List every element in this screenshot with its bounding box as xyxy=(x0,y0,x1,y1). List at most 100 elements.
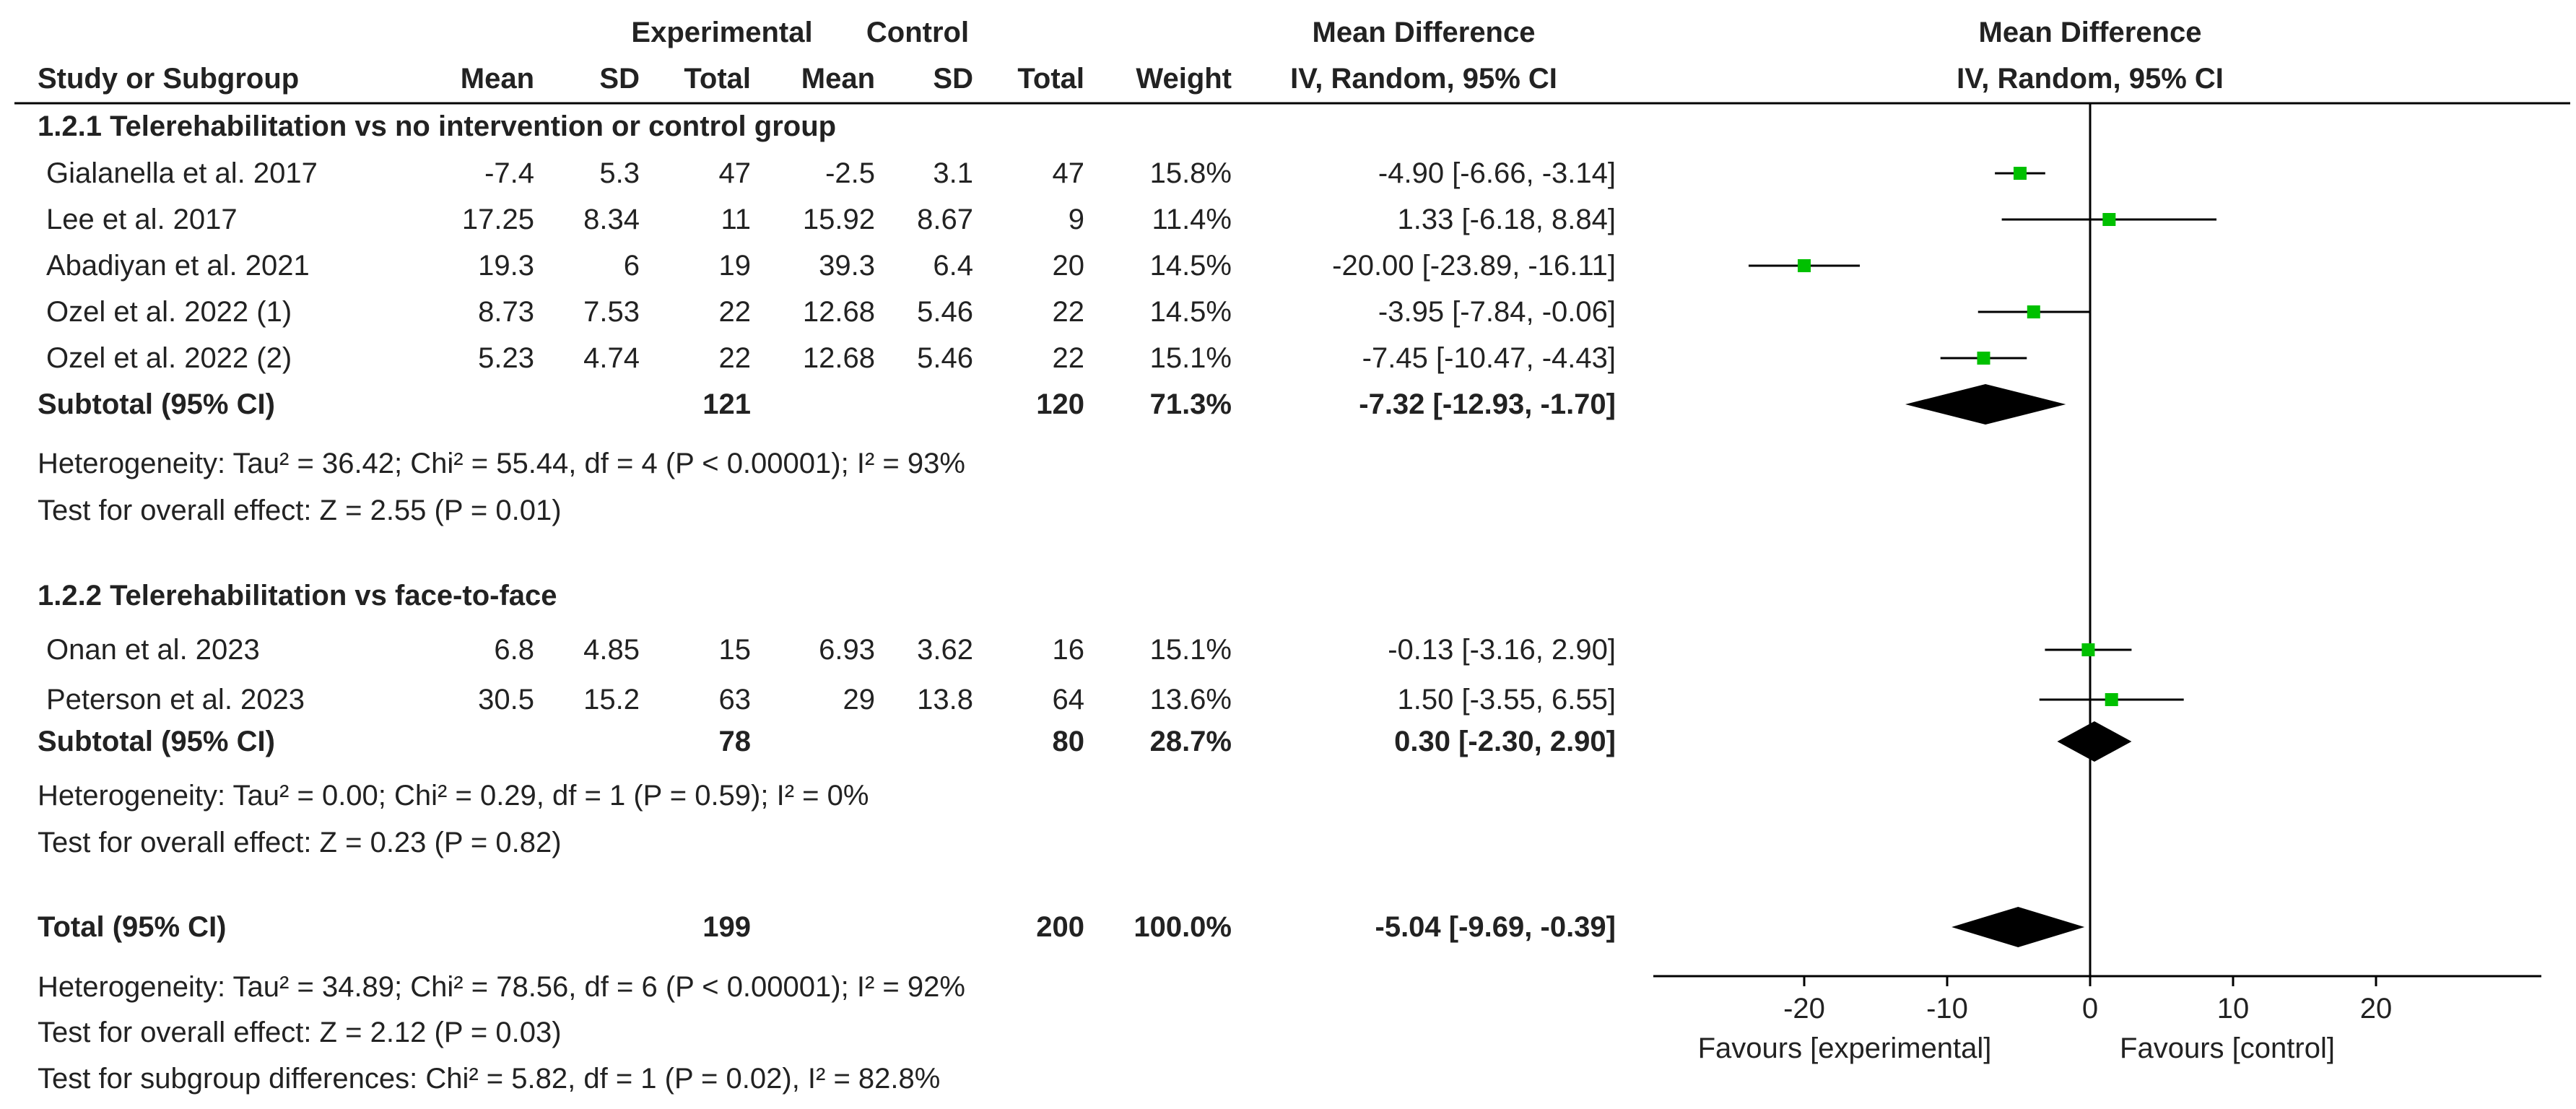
exp-mean: 30.5 xyxy=(478,684,534,716)
header-experimental: Experimental xyxy=(631,17,812,48)
point-estimate xyxy=(1977,352,1990,365)
subtotal-1-weight: 71.3% xyxy=(1150,388,1232,420)
md-ci-text: -3.95 [-7.84, -0.06] xyxy=(1378,296,1616,328)
ctrl-mean: 29 xyxy=(843,684,876,716)
exp-sd: 4.74 xyxy=(583,342,640,374)
point-estimate xyxy=(2027,305,2040,318)
weight: 15.1% xyxy=(1150,342,1232,374)
point-estimate xyxy=(2081,643,2095,656)
exp-sd: 6 xyxy=(624,250,640,282)
ctrl-mean: 6.93 xyxy=(819,634,875,666)
header-study: Study or Subgroup xyxy=(38,63,299,95)
subgroup-1-overall-effect: Test for overall effect: Z = 2.55 (P = 0… xyxy=(38,495,562,526)
point-estimate xyxy=(2013,167,2027,180)
exp-sd: 15.2 xyxy=(583,684,640,716)
ctrl-total: 22 xyxy=(1053,342,1085,374)
header-md-top: Mean Difference xyxy=(1313,17,1536,48)
total-diamond xyxy=(1951,907,2085,947)
study-name: Onan et al. 2023 xyxy=(46,634,260,666)
ctrl-sd: 3.1 xyxy=(933,157,973,189)
header-ctrl-total: Total xyxy=(1017,63,1084,95)
header-exp-total: Total xyxy=(684,63,751,95)
md-ci-text: -20.00 [-23.89, -16.11] xyxy=(1332,250,1616,282)
subtotal-2-ci-text: 0.30 [-2.30, 2.90] xyxy=(1394,726,1616,757)
exp-total: 22 xyxy=(719,296,752,328)
exp-mean: -7.4 xyxy=(484,157,534,189)
subtotal-1-ci-text: -7.32 [-12.93, -1.70] xyxy=(1359,388,1616,420)
exp-total: 19 xyxy=(719,250,752,282)
x-tick-label: -10 xyxy=(1926,993,1968,1025)
subgroup-2-title: 1.2.2 Telerehabilitation vs face-to-face xyxy=(38,580,557,612)
header-plot-sub: IV, Random, 95% CI xyxy=(1957,63,2224,95)
x-tick-label: 10 xyxy=(2217,993,2250,1025)
md-ci-text: -0.13 [-3.16, 2.90] xyxy=(1388,634,1616,666)
total-overall-effect: Test for overall effect: Z = 2.12 (P = 0… xyxy=(38,1017,562,1048)
favours-experimental: Favours [experimental] xyxy=(1698,1032,1992,1064)
ctrl-sd: 6.4 xyxy=(933,250,973,282)
exp-sd: 7.53 xyxy=(583,296,640,328)
total-weight: 100.0% xyxy=(1133,911,1232,943)
study-name: Peterson et al. 2023 xyxy=(46,684,305,716)
md-ci-text: 1.33 [-6.18, 8.84] xyxy=(1398,204,1616,235)
x-tick-label: 0 xyxy=(2082,993,2098,1025)
total-ci-text: -5.04 [-9.69, -0.39] xyxy=(1375,911,1616,943)
md-ci-text: -4.90 [-6.66, -3.14] xyxy=(1378,157,1616,189)
subgroup-2-heterogeneity: Heterogeneity: Tau² = 0.00; Chi² = 0.29,… xyxy=(38,780,869,812)
subtotal-2-exp-total: 78 xyxy=(719,726,752,757)
ctrl-total: 9 xyxy=(1069,204,1084,235)
subgroup-1-heterogeneity: Heterogeneity: Tau² = 36.42; Chi² = 55.4… xyxy=(38,448,965,479)
ctrl-mean: -2.5 xyxy=(825,157,875,189)
md-ci-text: 1.50 [-3.55, 6.55] xyxy=(1398,684,1616,716)
md-ci-text: -7.45 [-10.47, -4.43] xyxy=(1362,342,1616,374)
subtotal-1-exp-total: 121 xyxy=(702,388,751,420)
header-md-sub: IV, Random, 95% CI xyxy=(1290,63,1557,95)
ctrl-total: 20 xyxy=(1053,250,1085,282)
total-heterogeneity: Heterogeneity: Tau² = 34.89; Chi² = 78.5… xyxy=(38,971,965,1003)
subgroup-differences: Test for subgroup differences: Chi² = 5.… xyxy=(38,1063,940,1095)
header-exp-mean: Mean xyxy=(461,63,534,95)
study-name: Abadiyan et al. 2021 xyxy=(46,250,310,282)
ctrl-sd: 8.67 xyxy=(917,204,973,235)
ctrl-mean: 15.92 xyxy=(803,204,875,235)
header-exp-sd: SD xyxy=(599,63,640,95)
exp-sd: 4.85 xyxy=(583,634,640,666)
ctrl-sd: 3.62 xyxy=(917,634,973,666)
weight: 14.5% xyxy=(1150,296,1232,328)
study-name: Lee et al. 2017 xyxy=(46,204,238,235)
x-tick-label: 20 xyxy=(2360,993,2393,1025)
header-weight: Weight xyxy=(1136,63,1232,95)
total-label: Total (95% CI) xyxy=(38,911,227,943)
subtotal-2-diamond xyxy=(2057,721,2132,762)
point-estimate xyxy=(2102,213,2116,226)
exp-mean: 6.8 xyxy=(494,634,534,666)
exp-mean: 8.73 xyxy=(478,296,534,328)
ctrl-sd: 13.8 xyxy=(917,684,973,716)
exp-sd: 5.3 xyxy=(599,157,640,189)
ctrl-total: 64 xyxy=(1053,684,1085,716)
weight: 14.5% xyxy=(1150,250,1232,282)
exp-mean: 19.3 xyxy=(478,250,534,282)
header-control: Control xyxy=(866,17,969,48)
ctrl-sd: 5.46 xyxy=(917,342,973,374)
subtotal-2-weight: 28.7% xyxy=(1150,726,1232,757)
point-estimate xyxy=(1798,259,1811,272)
subtotal-2-label: Subtotal (95% CI) xyxy=(38,726,275,757)
exp-sd: 8.34 xyxy=(583,204,640,235)
exp-mean: 17.25 xyxy=(462,204,534,235)
total-ctrl-total: 200 xyxy=(1036,911,1084,943)
favours-control: Favours [control] xyxy=(2120,1032,2335,1064)
subgroup-2-overall-effect: Test for overall effect: Z = 0.23 (P = 0… xyxy=(38,827,562,858)
ctrl-mean: 39.3 xyxy=(819,250,875,282)
study-name: Gialanella et al. 2017 xyxy=(46,157,318,189)
ctrl-total: 22 xyxy=(1053,296,1085,328)
ctrl-total: 16 xyxy=(1053,634,1085,666)
subtotal-2-ctrl-total: 80 xyxy=(1053,726,1085,757)
ctrl-mean: 12.68 xyxy=(803,342,875,374)
weight: 15.8% xyxy=(1150,157,1232,189)
point-estimate xyxy=(2105,693,2118,706)
exp-total: 63 xyxy=(719,684,752,716)
exp-total: 22 xyxy=(719,342,752,374)
exp-total: 47 xyxy=(719,157,752,189)
